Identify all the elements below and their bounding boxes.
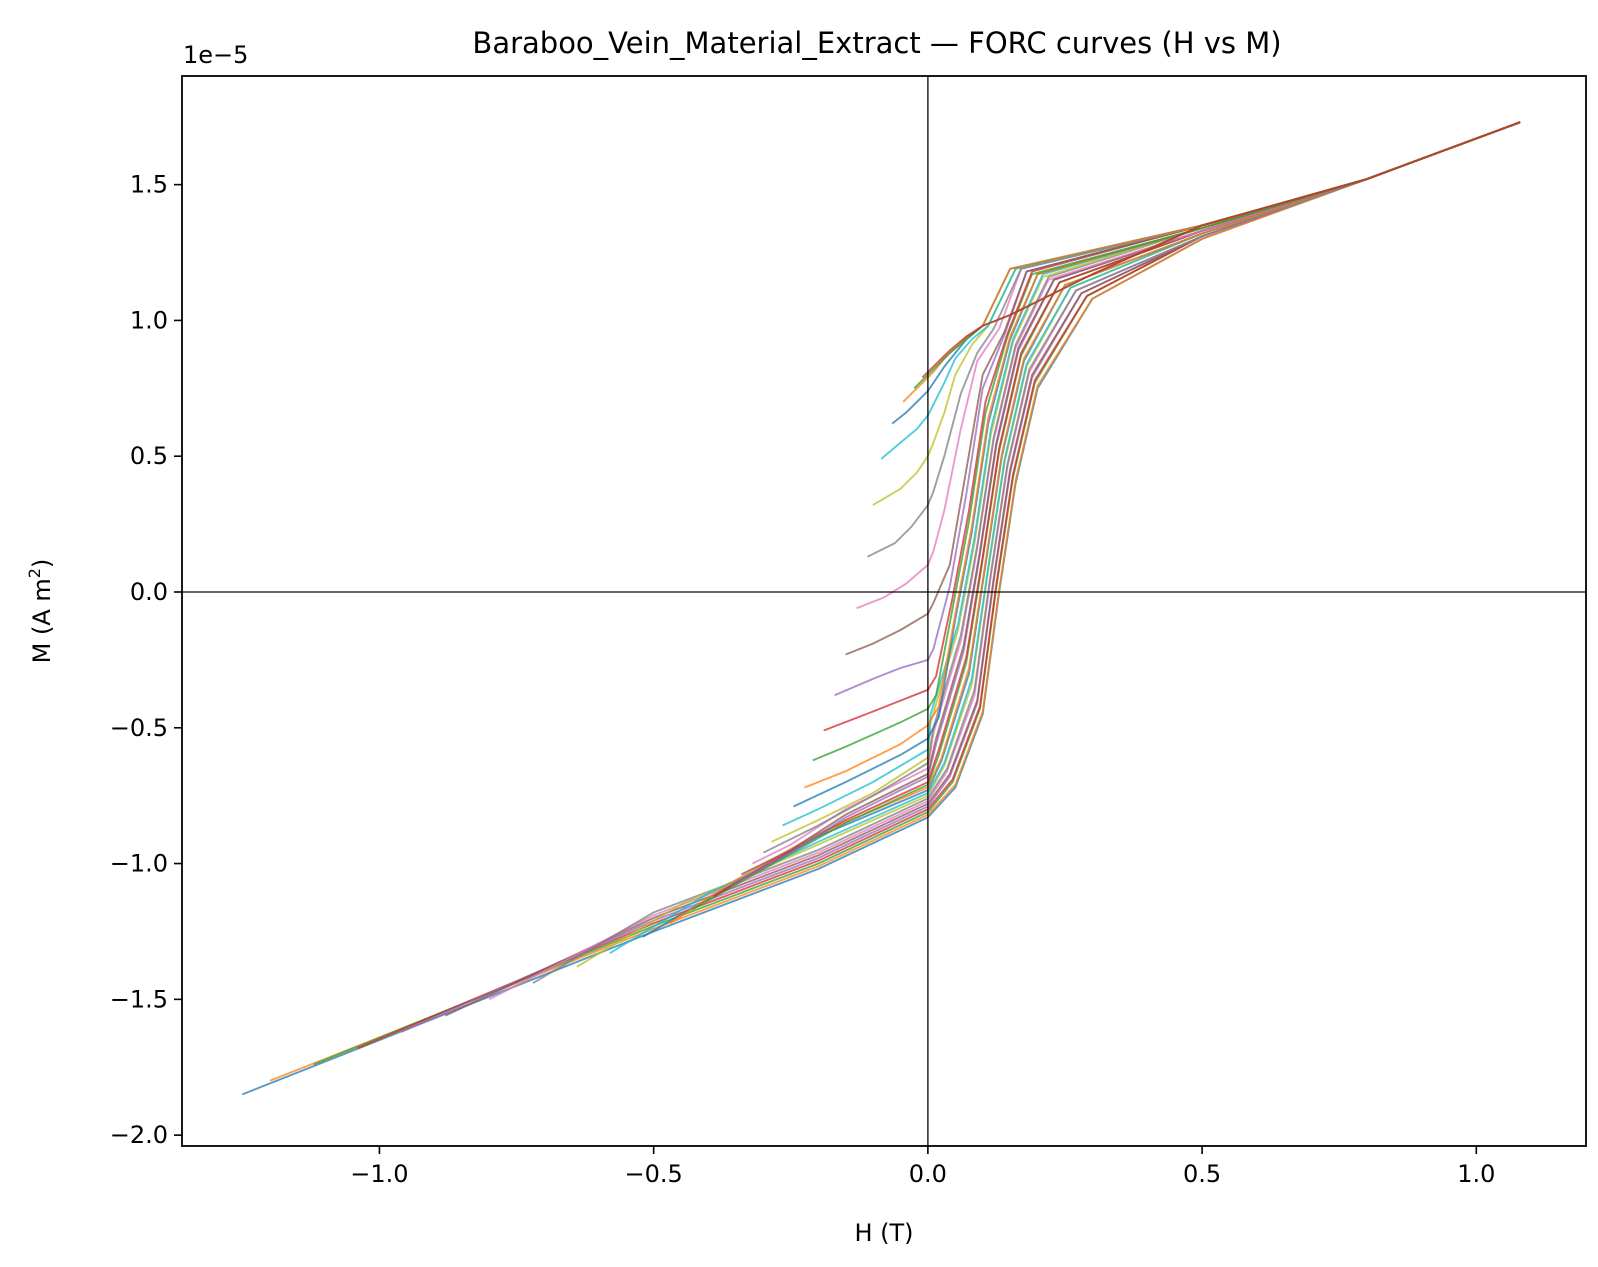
y-tick-label-5: 0.5 xyxy=(130,442,168,470)
x-tick-label-0: −1.0 xyxy=(350,1160,408,1188)
forc-curve-34 xyxy=(921,121,1521,379)
x-tick-label-4: 1.0 xyxy=(1457,1160,1495,1188)
forc-curve-15 xyxy=(729,121,1521,887)
y-tick-label-0: −2.0 xyxy=(110,1121,168,1149)
y-offset-label: 1e−5 xyxy=(183,41,248,69)
forc-curve-8 xyxy=(532,121,1521,984)
y-axis-label-superscript: 2 xyxy=(25,568,44,578)
plot-frame xyxy=(181,75,1587,1147)
forc-curve-27 xyxy=(856,121,1521,610)
x-tick-label-1: −0.5 xyxy=(625,1160,683,1188)
y-tick-label-2: −1.0 xyxy=(110,850,168,878)
forc-curves-group xyxy=(241,121,1521,1096)
forc-curve-2 xyxy=(269,121,1521,1082)
forc-curve-10 xyxy=(609,121,1521,955)
forc-curve-14 xyxy=(713,121,1521,898)
y-axis-label-main: M (A m xyxy=(28,578,56,663)
x-tick-label-2: 0.0 xyxy=(909,1160,947,1188)
forc-curve-12 xyxy=(669,121,1521,925)
forc-curve-18 xyxy=(762,121,1521,854)
forc-curve-11 xyxy=(642,121,1521,938)
y-tick-label-6: 1.0 xyxy=(130,306,168,334)
forc-curve-13 xyxy=(691,121,1521,911)
forc-curve-25 xyxy=(834,121,1521,697)
y-axis-label-close: ) xyxy=(28,559,56,568)
forc-curve-21 xyxy=(793,121,1521,808)
forc-curve-32 xyxy=(902,121,1521,403)
y-tick-label-7: 1.5 xyxy=(130,171,168,199)
x-axis-label: H (T) xyxy=(854,1219,913,1247)
forc-curve-20 xyxy=(782,121,1521,827)
chart-title: Baraboo_Vein_Material_Extract — FORC cur… xyxy=(472,26,1281,60)
forc-curve-22 xyxy=(804,121,1521,789)
x-axis-ticks: −1.0 −0.5 0.0 0.5 1.0 xyxy=(350,1146,1495,1188)
forc-curve-1 xyxy=(241,121,1521,1096)
forc-curve-26 xyxy=(845,121,1521,656)
zero-lines xyxy=(182,76,1586,1146)
forc-curve-5 xyxy=(401,121,1521,1033)
forc-curve-4 xyxy=(357,121,1521,1050)
forc-curve-6 xyxy=(444,121,1521,1017)
y-tick-label-1: −1.5 xyxy=(110,985,168,1013)
y-axis-ticks: −2.0 −1.5 −1.0 −0.5 0.0 0.5 1.0 1.5 xyxy=(110,171,182,1149)
forc-curve-23 xyxy=(812,121,1521,762)
forc-curve-17 xyxy=(751,121,1521,865)
x-tick-label-3: 0.5 xyxy=(1183,1160,1221,1188)
y-axis-label: M (A m2) xyxy=(25,559,56,664)
forc-curve-33 xyxy=(913,121,1521,389)
forc-curve-9 xyxy=(576,121,1521,968)
y-tick-label-4: 0.0 xyxy=(130,578,168,606)
forc-curve-16 xyxy=(740,121,1521,876)
y-tick-label-3: −0.5 xyxy=(110,714,168,742)
forc-curve-19 xyxy=(771,121,1521,843)
forc-curve-3 xyxy=(313,121,1521,1066)
